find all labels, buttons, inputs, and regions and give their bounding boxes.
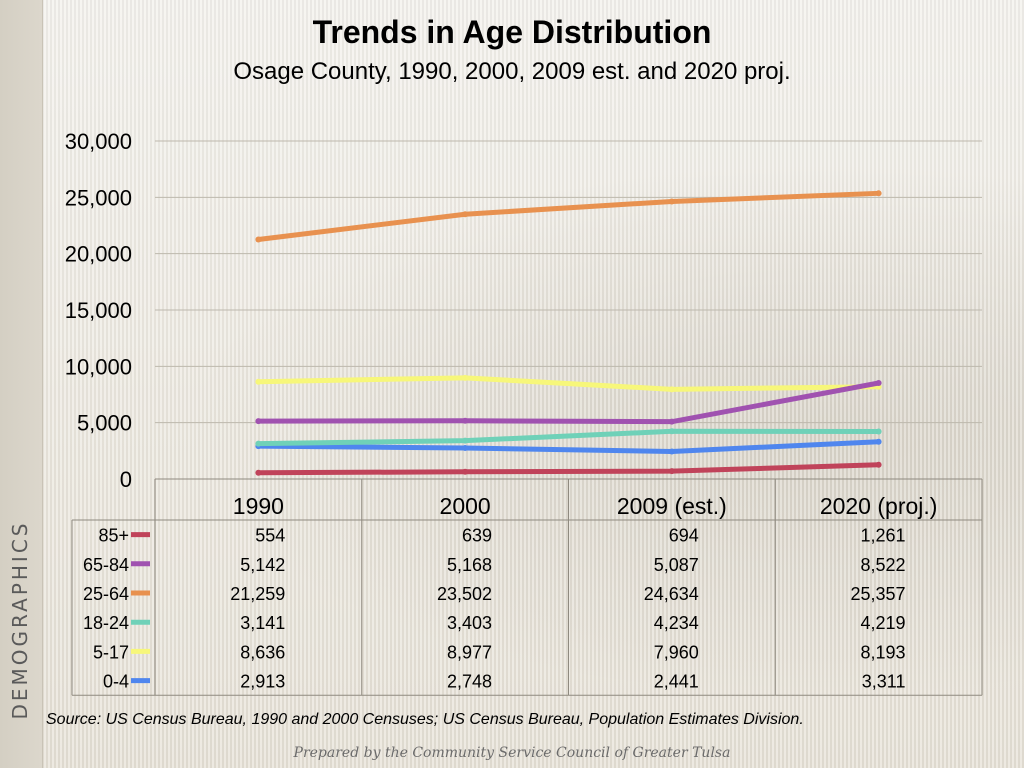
data-point: [462, 468, 469, 475]
x-category-label: 1990: [233, 493, 284, 519]
series-lines: [255, 190, 882, 476]
y-axis-tick-labels: 0 5,000 10,000 15,000 20,000 25,000 30,000: [65, 129, 132, 492]
data-point: [255, 378, 262, 385]
data-label: 21,259: [230, 584, 285, 604]
series-line: [255, 462, 882, 476]
data-label: 3,403: [447, 613, 492, 633]
y-tick-label: 25,000: [65, 185, 132, 210]
data-point: [875, 438, 882, 445]
legend-label: 18-24: [83, 613, 129, 633]
footer-credit: Prepared by the Community Service Counci…: [293, 745, 731, 761]
data-label: 5,168: [447, 555, 492, 575]
data-point: [462, 417, 469, 424]
data-label: 639: [462, 526, 492, 546]
data-point: [668, 418, 675, 425]
data-point: [255, 236, 262, 243]
data-point: [668, 428, 675, 435]
legend-label: 0-4: [103, 672, 129, 692]
data-point: [462, 445, 469, 452]
data-point: [668, 198, 675, 205]
data-label: 4,234: [654, 613, 699, 633]
data-label: 23,502: [437, 584, 492, 604]
sidebar-strip: [0, 0, 43, 768]
data-point: [875, 379, 882, 386]
series-line: [255, 439, 882, 454]
data-point: [875, 190, 882, 197]
data-point: [462, 437, 469, 444]
data-label: 24,634: [644, 584, 699, 604]
x-category-label: 2020 (proj.): [820, 493, 938, 519]
data-label: 2,748: [447, 672, 492, 692]
data-label: 2,913: [240, 672, 285, 692]
y-tick-label: 5,000: [77, 411, 132, 436]
y-tick-label: 10,000: [65, 354, 132, 379]
data-point: [668, 448, 675, 455]
legend-label: 65-84: [83, 555, 129, 575]
series-line: [255, 428, 882, 447]
x-category-label: 2000: [440, 493, 491, 519]
x-category-label: 2009 (est.): [617, 493, 727, 519]
data-label: 3,141: [240, 613, 285, 633]
data-point: [462, 211, 469, 218]
chart-subtitle: Osage County, 1990, 2000, 2009 est. and …: [233, 58, 791, 85]
y-tick-label: 0: [120, 467, 132, 492]
data-point: [875, 428, 882, 435]
data-point: [255, 440, 262, 447]
data-label: 1,261: [860, 526, 905, 546]
data-label: 25,357: [850, 584, 905, 604]
legend-label: 85+: [98, 526, 129, 546]
y-tick-label: 20,000: [65, 242, 132, 267]
data-table: 1990 2000 2009 (est.) 2020 (proj.) 85+ 554 639…: [71, 478, 983, 696]
data-point: [668, 386, 675, 393]
data-label: 8,977: [447, 642, 492, 662]
data-label: 8,193: [860, 642, 905, 662]
data-point: [875, 461, 882, 468]
data-label: 694: [669, 526, 699, 546]
data-point: [255, 469, 262, 476]
legend-label: 5-17: [93, 642, 129, 662]
data-label: 4,219: [860, 613, 905, 633]
y-tick-label: 15,000: [65, 298, 132, 323]
series-line: [255, 380, 882, 425]
series-line: [255, 375, 882, 392]
data-label: 7,960: [654, 642, 699, 662]
data-point: [668, 468, 675, 475]
data-label: 554: [255, 526, 285, 546]
data-point: [255, 418, 262, 425]
source-note: Source: US Census Bureau, 1990 and 2000 …: [46, 711, 804, 728]
data-label: 8,522: [860, 555, 905, 575]
series-line: [255, 190, 882, 242]
legend-label: 25-64: [83, 584, 129, 604]
data-label: 2,441: [654, 672, 699, 692]
data-label: 8,636: [240, 642, 285, 662]
data-point: [462, 374, 469, 381]
data-label: 5,087: [654, 555, 699, 575]
data-label: 3,311: [862, 672, 906, 692]
chart-title: Trends in Age Distribution: [312, 14, 712, 50]
data-label: 5,142: [240, 555, 285, 575]
y-tick-label: 30,000: [65, 129, 132, 154]
